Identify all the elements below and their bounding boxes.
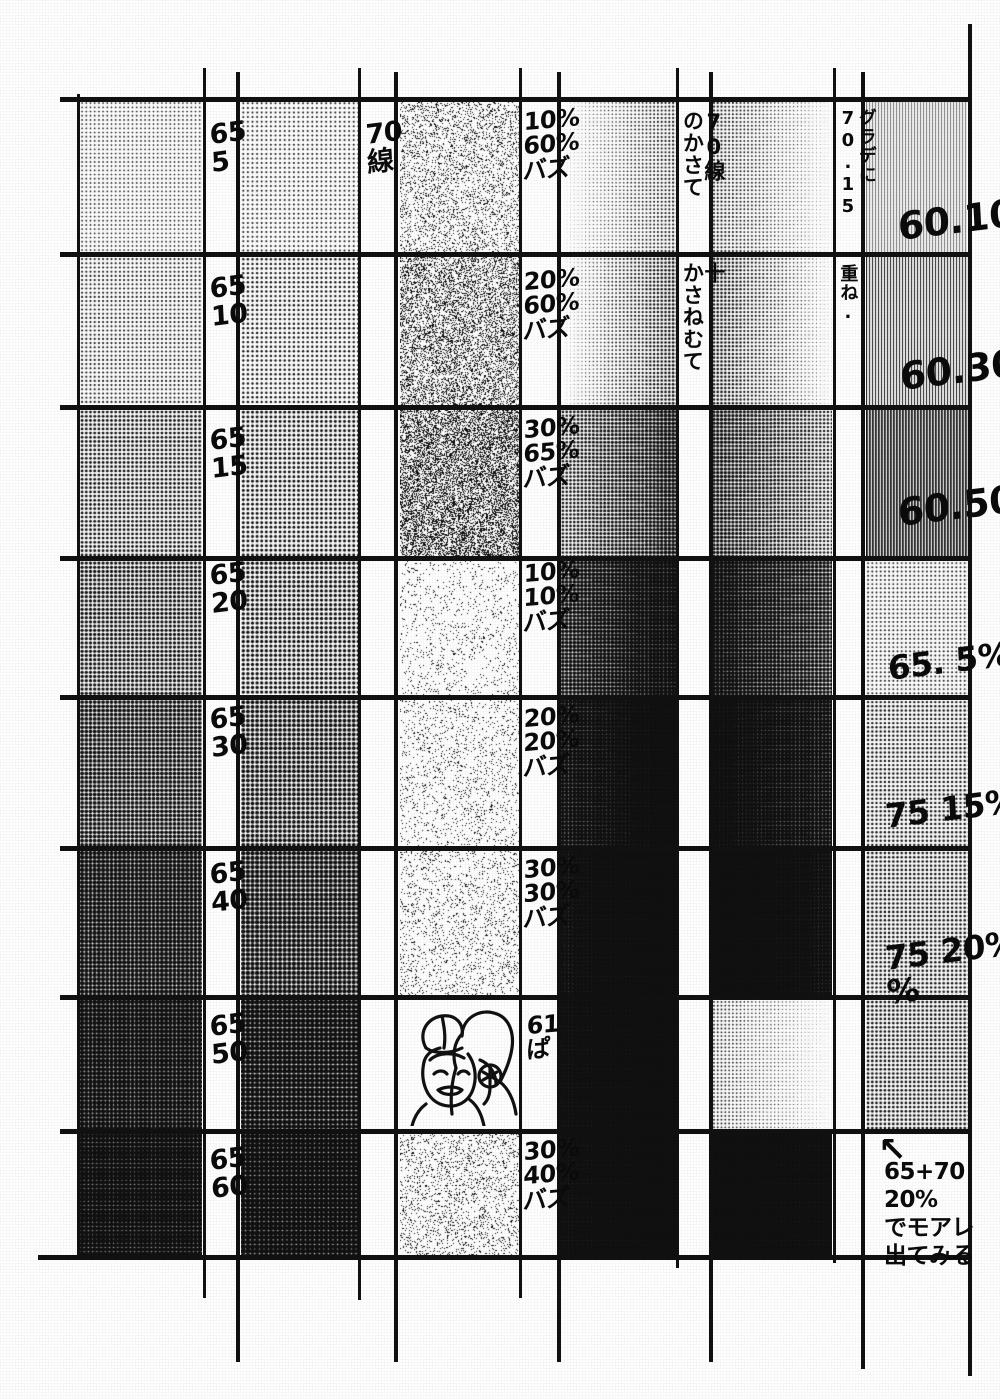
tone-cell-r6c1 (80, 851, 202, 996)
grid-vline-e (394, 72, 398, 1362)
percent-label-r5: 20% 20% バズ (523, 702, 580, 781)
tone-cell-r1c3 (241, 101, 359, 253)
grid-vline-d (358, 68, 361, 1300)
percent-label-r6: 30% 30% バズ (523, 853, 580, 932)
row-label-r6: 65 40 (209, 858, 248, 918)
bottom-note: 65+70 20% でモアレ 出てみる (884, 1158, 974, 1270)
row-label-r2: 65 10 (209, 272, 248, 332)
tone-cell-r1c9 (712, 101, 832, 253)
tone-cell-r3c9 (712, 410, 832, 557)
tone-cell-r5c3 (241, 700, 359, 847)
tone-cell-r4c3 (241, 561, 359, 696)
tone-cell-r8c3 (241, 1134, 359, 1256)
tone-cell-r7c7 (561, 1000, 676, 1130)
tone-cell-r4c1 (80, 561, 202, 696)
tone-cell-r8c5 (400, 1134, 520, 1256)
tone-cell-r3c3 (241, 410, 359, 557)
row-label-r7: 65 50 (209, 1010, 248, 1070)
tone-cell-r2c3 (241, 257, 359, 406)
percent-label-r2: 20% 60% バズ (523, 265, 580, 344)
percent-label-r3: 30% 65% バズ (523, 413, 580, 492)
percent-label-r1: 10% 60% バズ (523, 105, 580, 184)
tone-cell-r6c3 (241, 851, 359, 996)
tone-cell-r6c5 (400, 851, 520, 996)
gradient-note-r1: グラデに 70.15 (838, 108, 875, 248)
grid-vline-b (203, 68, 206, 1298)
tone-cell-r4c5 (400, 561, 520, 696)
chibi-character-svg (404, 1004, 520, 1126)
percent-label-r8: 30% 40% バズ (523, 1135, 580, 1214)
tone-cell-r7c9 (712, 1000, 832, 1130)
chibi-character-sketch (404, 1004, 520, 1126)
tone-cell-r1c5 (400, 101, 520, 253)
overlay-note-r1: 70線 のかさて (681, 110, 724, 245)
col4-label-r1: 70 線 (365, 118, 404, 178)
tone-cell-r5c5 (400, 700, 520, 847)
tone-cell-r6c9 (712, 851, 832, 996)
tone-cell-r5c9 (712, 700, 832, 847)
grid-vline-h (676, 68, 679, 1268)
grid-vline-k (861, 72, 865, 1369)
row-label-r8: 65 60 (209, 1144, 248, 1204)
grid-hline-bottom (38, 1255, 972, 1260)
tone-cell-r1c1 (80, 101, 202, 253)
tone-cell-r2c9 (712, 257, 832, 406)
row-label-r5: 65 30 (209, 703, 248, 763)
screentone-test-sheet: 65 5 65 10 65 15 65 20 65 30 65 40 65 50… (0, 0, 1000, 1399)
tone-cell-r8c1 (80, 1134, 202, 1256)
tone-cell-r4c9 (712, 561, 832, 696)
percent-label-r4: 10% 10% バズ (523, 557, 580, 636)
percent-label-r7: 61 ぱ (526, 1011, 559, 1063)
tone-cell-r2c1 (80, 257, 202, 406)
tone-cell-r2c5 (400, 257, 520, 406)
grid-vline-a (77, 94, 80, 1259)
grid-vline-j (833, 68, 836, 1263)
tone-cell-r5c1 (80, 700, 202, 847)
gradient-note-r2: 重ね. (838, 264, 856, 354)
tone-cell-r8c9 (712, 1134, 832, 1256)
tone-cell-r3c5 (400, 410, 520, 557)
row-label-r4: 65 20 (209, 559, 248, 619)
value-label-r6: 75 20% % (884, 926, 1000, 1010)
tone-cell-r7c3 (241, 1000, 359, 1130)
tone-cell-r7c1 (80, 1000, 202, 1130)
tone-cell-r3c1 (80, 410, 202, 557)
overlay-note-r2: 十 かさねむて (681, 262, 724, 402)
row-label-r3: 65 15 (209, 424, 248, 484)
row-label-r1: 65 5 (209, 118, 248, 178)
tone-cell-r7c11 (866, 1000, 970, 1130)
